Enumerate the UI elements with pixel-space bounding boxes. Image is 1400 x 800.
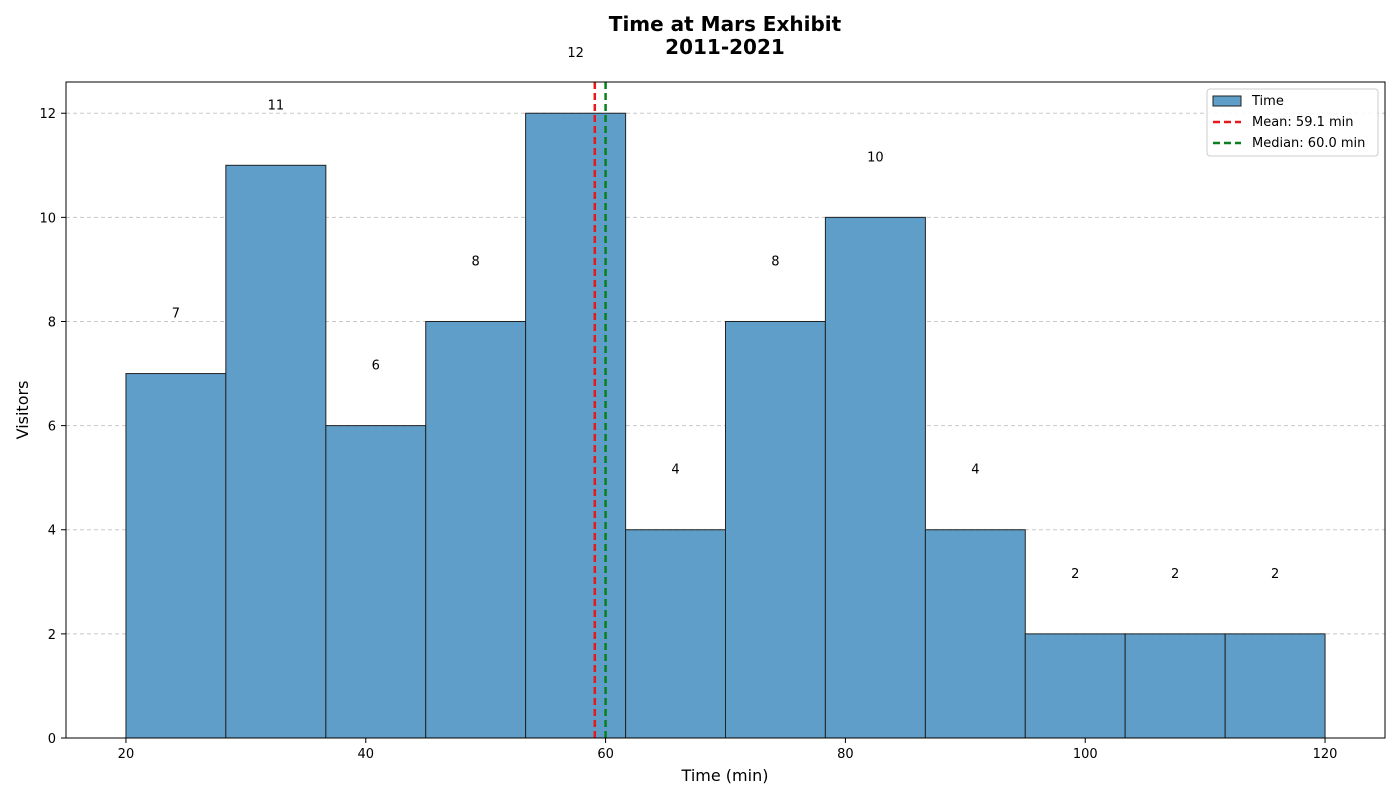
bar-value-label: 2 [1171,567,1179,582]
histogram-bar [725,320,826,739]
histogram-bar [125,373,227,739]
histogram-bar [425,320,527,739]
histogram-bar [1024,633,1126,739]
bar-value-label: 4 [971,463,979,478]
histogram-bar [1124,633,1226,739]
legend-swatch-bars [1212,95,1242,107]
bar-value-label: 6 [372,359,380,374]
bar-value-label: 4 [671,463,679,478]
y-axis-label: Visitors [13,381,32,440]
histogram-bar [924,529,1026,739]
y-tick-label: 10 [39,211,56,226]
plot-frame [65,81,1386,739]
histogram-bars [125,112,1326,739]
y-tick-label: 0 [48,732,56,747]
bar-value-label: 8 [771,254,779,269]
x-axis-ticks: 20 40 60 80 100 120 [118,738,1338,762]
x-tick-label: 80 [837,747,854,762]
x-tick-label: 120 [1313,747,1338,762]
x-tick-label: 100 [1073,747,1098,762]
histogram-bar [325,425,427,739]
bar-value-label: 12 [567,46,584,61]
bar-value-label: 11 [268,98,285,113]
bar-value-label: 2 [1271,567,1279,582]
histogram-bar [225,164,327,739]
y-tick-label: 12 [39,107,56,122]
x-axis-label: Time (min) [681,766,769,785]
chart-title-line-2: 2011-2021 [665,35,785,59]
legend-label-median: Median: 60.0 min [1252,136,1365,151]
histogram-bar [1224,633,1326,739]
bar-value-label: 2 [1071,567,1079,582]
y-tick-label: 4 [48,524,56,539]
legend-label-mean: Mean: 59.1 min [1252,115,1354,130]
bar-value-labels: 7 11 6 8 12 4 8 10 4 2 2 2 [172,46,1279,582]
y-axis-ticks: 0 2 4 6 8 10 12 [39,107,66,747]
legend-label-bars: Time [1251,94,1284,109]
legend: Time Mean: 59.1 min Median: 60.0 min [1206,88,1379,157]
legend-box [1206,88,1379,157]
bar-value-label: 7 [172,307,180,322]
histogram-bar [525,112,627,739]
bar-value-label: 10 [867,150,884,165]
y-tick-label: 2 [48,628,56,643]
histogram-bar [824,216,926,739]
x-tick-label: 60 [597,747,614,762]
x-tick-label: 40 [357,747,374,762]
bar-value-label: 8 [472,254,480,269]
chart-title-line-1: Time at Mars Exhibit [609,12,842,36]
y-tick-label: 6 [48,420,56,435]
histogram-bar [625,529,726,739]
y-tick-label: 8 [48,315,56,330]
x-tick-label: 20 [118,747,135,762]
